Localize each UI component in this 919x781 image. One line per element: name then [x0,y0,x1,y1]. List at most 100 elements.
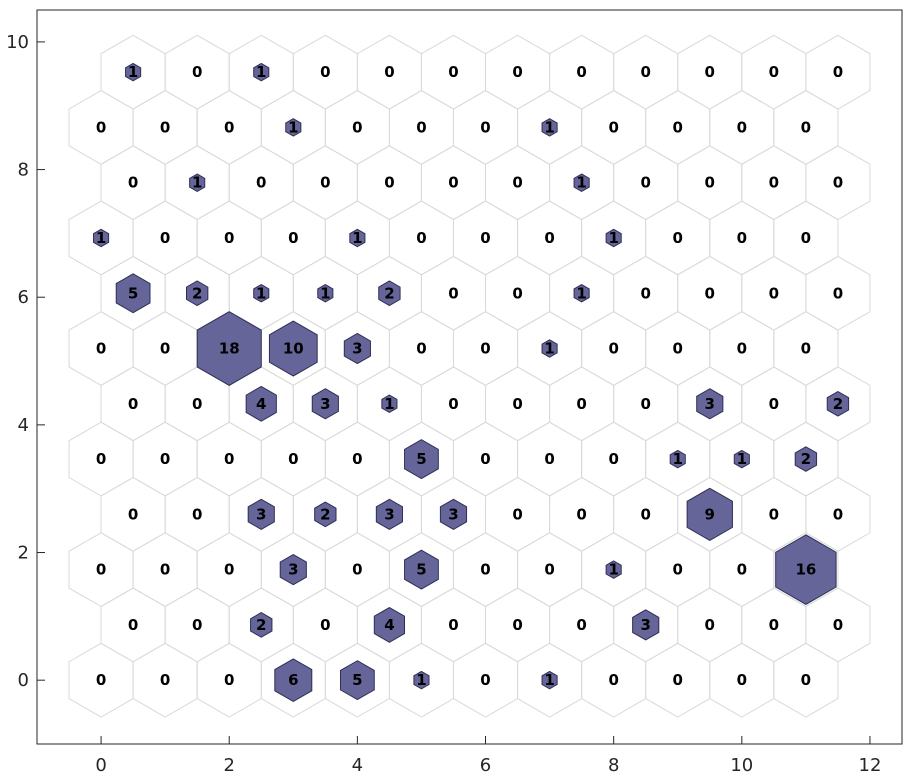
hit-count-label: 0 [769,284,779,302]
hit-count-label: 0 [673,340,683,358]
hit-count-label: 2 [192,284,202,302]
hit-count-label: 0 [576,616,586,634]
hit-labels: 0 0 0 6 5 1 0 1 0 0 0 00 0 2 0 4 0 0 0 3 0 0 00 0 0 3 0 5 0 0 1 0 0 160 0 3… [96,63,843,689]
hit-count-label: 2 [801,450,811,468]
hit-count-label: 0 [608,671,618,689]
hit-count-label: 0 [96,340,106,358]
hit-count-label: 0 [192,505,202,523]
hit-count-label: 0 [737,118,747,136]
hit-count-label: 0 [224,450,234,468]
x-tick-label: 6 [480,755,491,776]
hit-count-label: 1 [576,284,586,302]
hit-count-label: 1 [737,450,747,468]
y-tick-label: 10 [6,32,29,53]
x-tick-label: 4 [352,755,363,776]
hit-marker [541,339,558,358]
hit-count-label: 3 [288,561,298,579]
hit-count-label: 2 [320,505,330,523]
hit-marker [605,560,622,579]
hit-count-label: 9 [705,505,715,523]
hit-marker [378,280,401,307]
hit-count-label: 3 [320,395,330,413]
hit-count-label: 0 [801,340,811,358]
hit-count-label: 0 [673,561,683,579]
hit-count-label: 0 [640,174,650,192]
hit-count-label: 0 [769,505,779,523]
hit-marker [381,394,398,414]
hit-count-label: 5 [416,450,426,468]
hit-count-label: 0 [192,63,202,81]
hit-count-label: 0 [480,561,490,579]
x-tick-label: 10 [730,755,753,776]
hit-count-label: 0 [737,671,747,689]
hit-count-label: 3 [384,505,394,523]
hit-count-label: 0 [705,284,715,302]
hit-count-label: 5 [352,671,362,689]
hit-count-label: 5 [416,561,426,579]
hit-count-label: 0 [833,174,843,192]
hit-count-label: 0 [769,174,779,192]
x-tick-label: 12 [859,755,882,776]
hit-marker [343,332,371,365]
hit-count-label: 0 [480,671,490,689]
hit-count-label: 0 [673,671,683,689]
hit-marker [404,439,439,480]
hit-count-label: 0 [128,505,138,523]
hit-marker [125,62,142,82]
x-tick-label: 0 [95,755,106,776]
hit-count-label: 0 [160,450,170,468]
hit-count-label: 4 [256,395,266,413]
hit-marker [189,173,206,192]
hit-count-label: 0 [480,340,490,358]
hit-marker [285,118,302,137]
hit-marker [317,283,334,303]
hit-count-label: 1 [608,229,618,247]
hit-marker [93,228,110,248]
hit-count-label: 1 [352,229,362,247]
hit-count-label: 0 [544,561,554,579]
hit-count-label: 0 [576,395,586,413]
hit-marker [186,280,209,307]
hit-count-label: 0 [224,561,234,579]
hit-marker [632,609,660,641]
hit-count-label: 0 [737,561,747,579]
hit-count-label: 0 [224,118,234,136]
y-tick-label: 0 [18,670,29,691]
hit-marker [115,273,151,314]
hit-count-label: 1 [608,561,618,579]
hit-count-label: 2 [384,284,394,302]
hit-count-label: 1 [96,229,106,247]
hit-count-label: 0 [448,63,458,81]
hit-count-label: 0 [544,229,554,247]
hit-marker [349,228,366,248]
hit-count-label: 0 [769,616,779,634]
y-tick-label: 4 [18,415,29,436]
hit-count-label: 0 [160,118,170,136]
hit-count-label: 0 [448,616,458,634]
hit-marker [268,320,318,377]
hit-count-label: 0 [384,63,394,81]
hit-count-label: 0 [833,284,843,302]
hit-marker [439,498,468,530]
hit-count-label: 0 [801,671,811,689]
hit-count-label: 1 [544,340,554,358]
y-axis: 0 2 4 6 8 10 [6,32,45,691]
hit-count-label: 0 [640,284,650,302]
hit-count-label: 0 [224,229,234,247]
hit-count-label: 1 [544,118,554,136]
hit-count-label: 0 [288,450,298,468]
hit-count-label: 0 [96,561,106,579]
hit-count-label: 0 [512,174,522,192]
hit-count-label: 0 [288,229,298,247]
hit-count-label: 3 [640,616,650,634]
hit-marker [253,62,270,82]
hit-marker [375,498,403,530]
hit-marker [826,390,850,417]
hit-count-label: 0 [512,284,522,302]
hit-marker [404,549,439,590]
hit-count-label: 2 [833,395,843,413]
hit-count-label: 0 [480,118,490,136]
hit-count-label: 1 [576,174,586,192]
hit-count-label: 3 [256,505,266,523]
hit-count-label: 0 [512,395,522,413]
